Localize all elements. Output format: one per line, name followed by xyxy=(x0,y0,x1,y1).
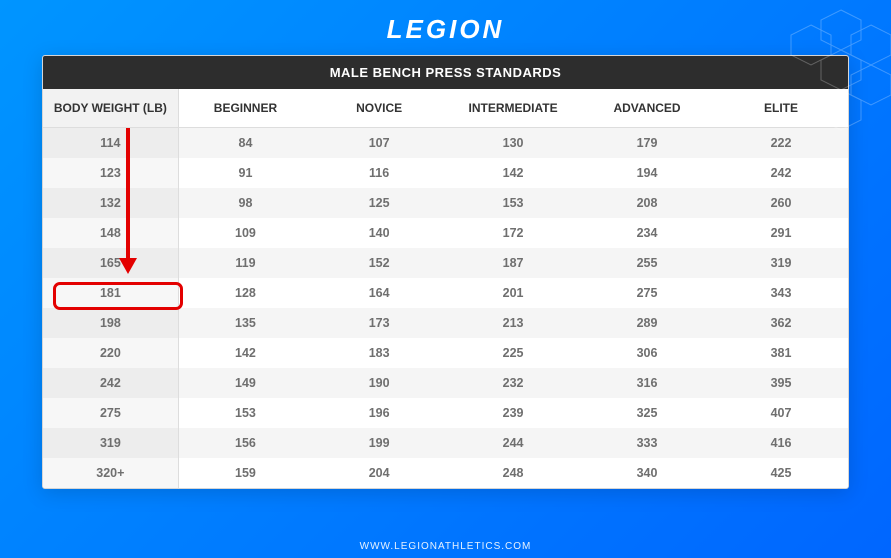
value-cell: 153 xyxy=(446,188,580,218)
value-cell: 340 xyxy=(580,458,714,488)
value-cell: 325 xyxy=(580,398,714,428)
col-header: INTERMEDIATE xyxy=(446,89,580,128)
table-row: 165119152187255319 xyxy=(43,248,848,278)
value-cell: 333 xyxy=(580,428,714,458)
value-cell: 204 xyxy=(312,458,446,488)
value-cell: 291 xyxy=(714,218,848,248)
value-cell: 183 xyxy=(312,338,446,368)
bodyweight-cell: 198 xyxy=(43,308,178,338)
standards-card: MALE BENCH PRESS STANDARDS BODY WEIGHT (… xyxy=(42,55,849,489)
value-cell: 201 xyxy=(446,278,580,308)
value-cell: 179 xyxy=(580,128,714,159)
value-cell: 208 xyxy=(580,188,714,218)
value-cell: 98 xyxy=(178,188,312,218)
col-header-bodyweight: BODY WEIGHT (LB) xyxy=(43,89,178,128)
footer-url: WWW.LEGIONATHLETICS.COM xyxy=(0,541,891,552)
value-cell: 381 xyxy=(714,338,848,368)
col-header: ELITE xyxy=(714,89,848,128)
value-cell: 159 xyxy=(178,458,312,488)
value-cell: 306 xyxy=(580,338,714,368)
bodyweight-cell: 114 xyxy=(43,128,178,159)
value-cell: 362 xyxy=(714,308,848,338)
bodyweight-cell: 242 xyxy=(43,368,178,398)
value-cell: 407 xyxy=(714,398,848,428)
value-cell: 242 xyxy=(714,158,848,188)
value-cell: 142 xyxy=(446,158,580,188)
value-cell: 319 xyxy=(714,248,848,278)
bodyweight-cell: 148 xyxy=(43,218,178,248)
value-cell: 343 xyxy=(714,278,848,308)
value-cell: 125 xyxy=(312,188,446,218)
bodyweight-cell: 132 xyxy=(43,188,178,218)
bodyweight-cell: 275 xyxy=(43,398,178,428)
col-header: BEGINNER xyxy=(178,89,312,128)
col-header: ADVANCED xyxy=(580,89,714,128)
value-cell: 187 xyxy=(446,248,580,278)
value-cell: 289 xyxy=(580,308,714,338)
value-cell: 91 xyxy=(178,158,312,188)
value-cell: 260 xyxy=(714,188,848,218)
value-cell: 142 xyxy=(178,338,312,368)
value-cell: 248 xyxy=(446,458,580,488)
bodyweight-cell: 319 xyxy=(43,428,178,458)
bodyweight-cell: 220 xyxy=(43,338,178,368)
value-cell: 107 xyxy=(312,128,446,159)
value-cell: 119 xyxy=(178,248,312,278)
table-title: MALE BENCH PRESS STANDARDS xyxy=(43,56,848,89)
col-header: NOVICE xyxy=(312,89,446,128)
value-cell: 156 xyxy=(178,428,312,458)
bodyweight-cell: 165 xyxy=(43,248,178,278)
value-cell: 234 xyxy=(580,218,714,248)
table-row: 13298125153208260 xyxy=(43,188,848,218)
value-cell: 173 xyxy=(312,308,446,338)
value-cell: 425 xyxy=(714,458,848,488)
brand-logo: LEGION xyxy=(0,0,891,55)
table-row: 319156199244333416 xyxy=(43,428,848,458)
bodyweight-cell: 320+ xyxy=(43,458,178,488)
value-cell: 196 xyxy=(312,398,446,428)
value-cell: 140 xyxy=(312,218,446,248)
table-row: 198135173213289362 xyxy=(43,308,848,338)
bodyweight-cell: 181 xyxy=(43,278,178,308)
value-cell: 153 xyxy=(178,398,312,428)
value-cell: 232 xyxy=(446,368,580,398)
value-cell: 222 xyxy=(714,128,848,159)
table-row: 11484107130179222 xyxy=(43,128,848,159)
table-row: 220142183225306381 xyxy=(43,338,848,368)
value-cell: 164 xyxy=(312,278,446,308)
value-cell: 152 xyxy=(312,248,446,278)
value-cell: 213 xyxy=(446,308,580,338)
value-cell: 395 xyxy=(714,368,848,398)
value-cell: 225 xyxy=(446,338,580,368)
value-cell: 416 xyxy=(714,428,848,458)
table-row: 275153196239325407 xyxy=(43,398,848,428)
table-row: 12391116142194242 xyxy=(43,158,848,188)
value-cell: 109 xyxy=(178,218,312,248)
value-cell: 84 xyxy=(178,128,312,159)
table-row: 181128164201275343 xyxy=(43,278,848,308)
value-cell: 199 xyxy=(312,428,446,458)
value-cell: 130 xyxy=(446,128,580,159)
table-row: 320+159204248340425 xyxy=(43,458,848,488)
table-row: 242149190232316395 xyxy=(43,368,848,398)
table-row: 148109140172234291 xyxy=(43,218,848,248)
value-cell: 135 xyxy=(178,308,312,338)
standards-table: BODY WEIGHT (LB)BEGINNERNOVICEINTERMEDIA… xyxy=(43,89,848,488)
value-cell: 128 xyxy=(178,278,312,308)
value-cell: 316 xyxy=(580,368,714,398)
value-cell: 116 xyxy=(312,158,446,188)
value-cell: 239 xyxy=(446,398,580,428)
value-cell: 172 xyxy=(446,218,580,248)
value-cell: 275 xyxy=(580,278,714,308)
bodyweight-cell: 123 xyxy=(43,158,178,188)
value-cell: 194 xyxy=(580,158,714,188)
value-cell: 255 xyxy=(580,248,714,278)
value-cell: 244 xyxy=(446,428,580,458)
value-cell: 149 xyxy=(178,368,312,398)
value-cell: 190 xyxy=(312,368,446,398)
